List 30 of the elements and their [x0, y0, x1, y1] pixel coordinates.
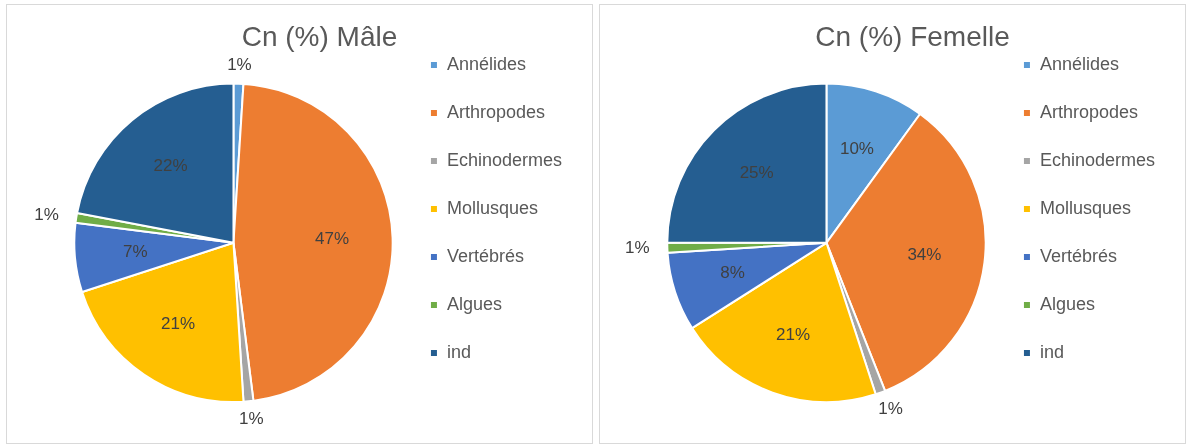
data-label: 1%	[227, 55, 252, 75]
legend-label: Arthropodes	[446, 101, 545, 122]
data-label: 1%	[878, 399, 903, 419]
legend-label: Algues	[1039, 293, 1095, 314]
legend-label: Arthropodes	[1039, 101, 1138, 122]
chart-title: Cn (%) Femelle	[815, 20, 1010, 52]
data-label: 47%	[315, 229, 350, 249]
data-label: 1%	[34, 204, 59, 224]
chart-title: Cn (%) Mâle	[241, 20, 398, 52]
legend-label: Vertébrés	[446, 245, 524, 266]
data-label: 21%	[160, 314, 196, 334]
legend-label: ind	[446, 341, 471, 362]
legend-label: Mollusques	[1039, 197, 1131, 218]
data-label: 22%	[153, 156, 188, 176]
legend-label: Annélides	[1039, 53, 1119, 74]
data-label: 34%	[907, 244, 942, 264]
data-label: 1%	[238, 408, 264, 428]
data-label: 8%	[720, 262, 745, 282]
data-label: 1%	[625, 238, 650, 258]
data-label: 25%	[739, 162, 774, 182]
legend-label: Vertébrés	[1039, 245, 1117, 266]
data-label: 7%	[122, 241, 148, 261]
legend-label: Annélides	[446, 53, 526, 74]
data-label: 10%	[839, 138, 874, 158]
legend-label: Algues	[446, 293, 502, 314]
data-label: 21%	[776, 325, 811, 345]
legend-label: Echinodermes	[1039, 149, 1155, 170]
legend-label: Echinodermes	[446, 149, 562, 170]
legend-label: ind	[1039, 341, 1064, 362]
legend-label: Mollusques	[446, 197, 538, 218]
